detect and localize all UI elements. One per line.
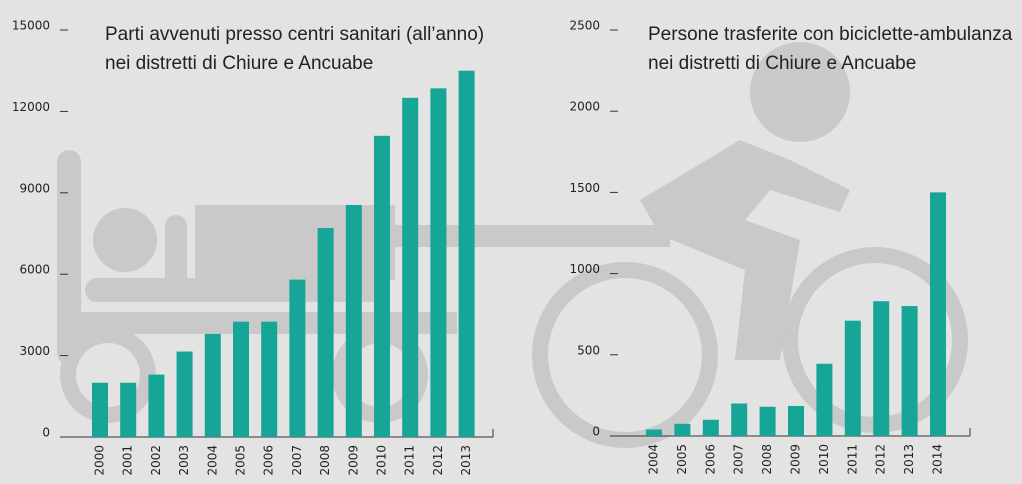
bar (289, 279, 306, 437)
rider-body (640, 140, 850, 360)
x-tick-label: 2006 (703, 444, 717, 475)
bar (402, 97, 419, 437)
y-tick-label: 15000 (12, 19, 50, 33)
x-tick-label: 2000 (93, 445, 107, 476)
patient (85, 278, 385, 302)
x-tick-label: 2007 (290, 445, 304, 476)
bar (345, 205, 362, 437)
bar (788, 405, 804, 436)
x-tick-label: 2007 (732, 444, 746, 475)
patient-arm (165, 215, 187, 295)
y-tick-label: 1000 (569, 262, 600, 276)
bar (176, 351, 193, 437)
bar (816, 363, 833, 436)
bar (674, 423, 691, 436)
bar (731, 403, 748, 436)
chart-title: nei distretti di Chiure e Ancuabe (648, 53, 916, 74)
wheel (532, 262, 718, 448)
x-tick-label: 2013 (459, 445, 473, 476)
rider-head (750, 42, 850, 142)
x-tick-label: 2014 (931, 444, 945, 475)
x-tick-label: 2009 (789, 444, 803, 475)
y-tick-label: 6000 (19, 263, 50, 277)
bar (148, 374, 165, 437)
y-tick-label: 500 (577, 343, 600, 357)
bar (458, 70, 475, 437)
x-tick-label: 2005 (675, 444, 689, 475)
bar (317, 228, 334, 437)
y-tick-label: 9000 (19, 181, 50, 195)
x-tick-label: 2009 (346, 445, 360, 476)
bar (92, 382, 108, 437)
x-tick-label: 2010 (817, 444, 831, 475)
x-tick-label: 2011 (845, 444, 859, 475)
bar (374, 135, 390, 437)
y-tick-label: 1500 (569, 181, 600, 195)
bar (204, 333, 221, 437)
y-tick-label: 3000 (19, 344, 50, 358)
x-tick-label: 2012 (874, 444, 888, 475)
box (195, 205, 395, 280)
bar (901, 306, 918, 436)
bar (844, 320, 861, 436)
x-tick-label: 2004 (205, 445, 219, 476)
x-tick-label: 2010 (375, 445, 389, 476)
y-tick-label: 2000 (569, 100, 600, 114)
x-tick-label: 2011 (403, 445, 417, 476)
stretcher-bed (57, 312, 457, 334)
y-tick-label: 0 (592, 425, 600, 439)
bar (646, 429, 662, 436)
x-tick-label: 2008 (760, 444, 774, 475)
x-tick-label: 2012 (431, 445, 445, 476)
x-tick-label: 2003 (177, 445, 191, 476)
bar (930, 192, 946, 436)
bar (120, 382, 137, 437)
y-tick-label: 0 (42, 426, 50, 440)
y-tick-label: 2500 (569, 19, 600, 33)
bar (233, 321, 249, 437)
bar (261, 321, 278, 437)
chart-title: nei distretti di Chiure e Ancuabe (105, 53, 373, 74)
x-tick-label: 2013 (902, 444, 916, 475)
x-tick-label: 2002 (149, 445, 163, 476)
bar (873, 301, 890, 436)
x-tick-label: 2001 (121, 445, 135, 476)
stretcher-back (57, 150, 81, 365)
bar (759, 406, 776, 436)
x-tick-label: 2006 (262, 445, 276, 476)
x-tick-label: 2004 (647, 444, 661, 475)
y-tick-label: 12000 (12, 100, 50, 114)
bar (702, 419, 719, 436)
bar (430, 88, 447, 437)
x-tick-label: 2005 (234, 445, 248, 476)
chart-title: Parti avvenuti presso centri sanitari (a… (105, 24, 484, 45)
chart-title: Persone trasferite con biciclette-ambula… (648, 24, 1013, 45)
patient-head (93, 208, 157, 272)
x-tick-label: 2008 (318, 445, 332, 476)
